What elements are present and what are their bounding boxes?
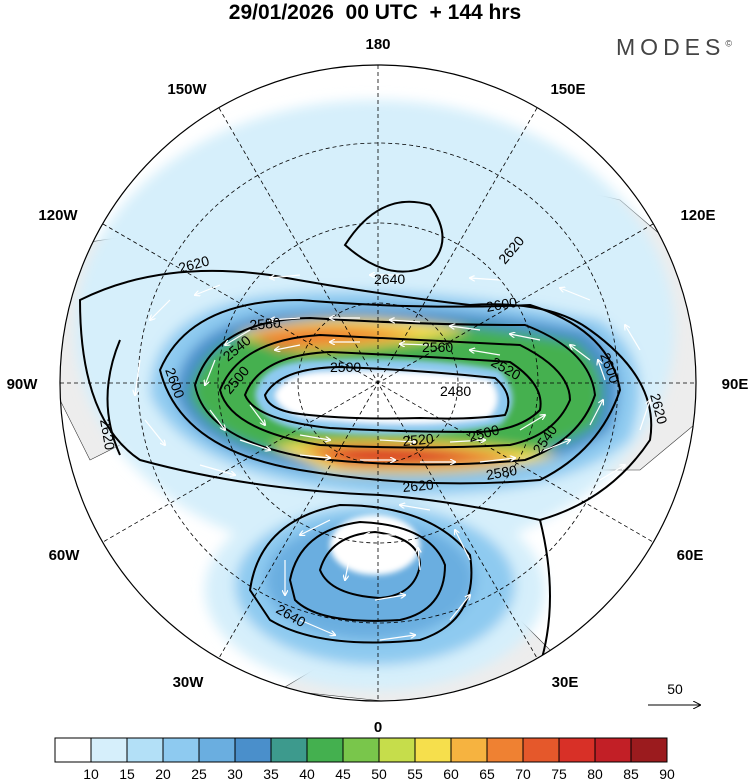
copyright-mark: ©	[725, 38, 732, 49]
colorbar-label: 80	[587, 766, 603, 782]
map-boundary	[59, 64, 697, 702]
colorbar-swatch	[450, 737, 488, 763]
colorbar-swatch	[594, 737, 632, 763]
colorbar: 10 15 20 25 30 35 40 45 50 55 60 65 70 75 80 85 90	[54, 737, 675, 782]
colorbar-swatch	[198, 737, 236, 763]
contour-label: 2620	[402, 476, 435, 495]
colorbar-swatch	[306, 737, 344, 763]
contour-label: 2580	[485, 462, 519, 483]
lon-label-30e: 30E	[552, 674, 579, 691]
colorbar-label: 35	[263, 766, 279, 782]
lon-label-150e: 150E	[550, 81, 585, 98]
wind-scale-label: 50	[667, 681, 683, 697]
contour-label: 2580	[249, 314, 282, 333]
colorbar-label: 25	[191, 766, 207, 782]
lon-label-120e: 120E	[680, 207, 715, 224]
colorbar-swatch	[234, 737, 272, 763]
lon-label-180: 180	[365, 36, 390, 53]
lon-label-120w: 120W	[38, 207, 78, 224]
contour-label: 2600	[485, 294, 519, 315]
lon-label-0: 0	[374, 719, 382, 736]
colorbar-swatch	[90, 737, 128, 763]
lon-label-90e: 90E	[722, 376, 749, 393]
contour-label: 2640	[374, 271, 405, 287]
map-disk	[60, 65, 696, 701]
colorbar-swatch	[414, 737, 452, 763]
lon-label-150w: 150W	[167, 81, 207, 98]
colorbar-swatch	[486, 737, 524, 763]
map-title: 29/01/2026 00 UTC + 144 hrs	[228, 1, 522, 24]
colorbar-label: 85	[623, 766, 639, 782]
colorbar-swatch	[378, 737, 416, 763]
contour-label: 2620	[97, 418, 118, 452]
colorbar-swatch	[126, 737, 164, 763]
colorbar-swatch	[270, 737, 308, 763]
colorbar-swatch	[162, 737, 200, 763]
colorbar-label: 55	[407, 766, 423, 782]
colorbar-label: 40	[299, 766, 315, 782]
lon-label-60e: 60E	[677, 547, 704, 564]
colorbar-swatch	[630, 737, 668, 763]
colorbar-label: 50	[371, 766, 387, 782]
colorbar-swatch	[54, 737, 92, 763]
colorbar-label: 15	[119, 766, 135, 782]
colorbar-swatch	[342, 737, 380, 763]
brand-name: MODES	[616, 34, 726, 60]
colorbar-label: 30	[227, 766, 243, 782]
contour-label: 2560	[422, 339, 453, 355]
contour-label: 2500	[467, 421, 501, 445]
colorbar-label: 90	[659, 766, 675, 782]
colorbar-label: 75	[551, 766, 567, 782]
colorbar-swatch	[558, 737, 596, 763]
colorbar-label: 10	[83, 766, 99, 782]
contour-label: 2620	[177, 252, 211, 276]
longitude-labels: 180 150E 120E 90E 60E 30E 0 30W 60W 90W …	[7, 36, 749, 736]
lon-label-90w: 90W	[7, 376, 39, 393]
height-contours	[78, 200, 653, 666]
colorbar-label: 65	[479, 766, 495, 782]
wind-scale: 50	[648, 681, 700, 705]
contour-labels: 2640 2620 2620 2620 2620 2620 2600 2600 …	[97, 233, 671, 631]
lon-label-60w: 60W	[49, 547, 81, 564]
colorbar-swatch	[522, 737, 560, 763]
contour-label: 2520	[402, 430, 435, 449]
contour-label: 2620	[647, 392, 671, 426]
lon-label-30w: 30W	[173, 674, 205, 691]
colorbar-label: 70	[515, 766, 531, 782]
colorbar-label: 60	[443, 766, 459, 782]
wind-vectors	[135, 275, 650, 641]
contour-label: 2480	[440, 383, 471, 399]
colorbar-label: 20	[155, 766, 171, 782]
contour-label: 2500	[330, 359, 361, 375]
graticule	[60, 65, 696, 701]
colorbar-label: 45	[335, 766, 351, 782]
brand-logo: MODES©	[616, 34, 732, 61]
